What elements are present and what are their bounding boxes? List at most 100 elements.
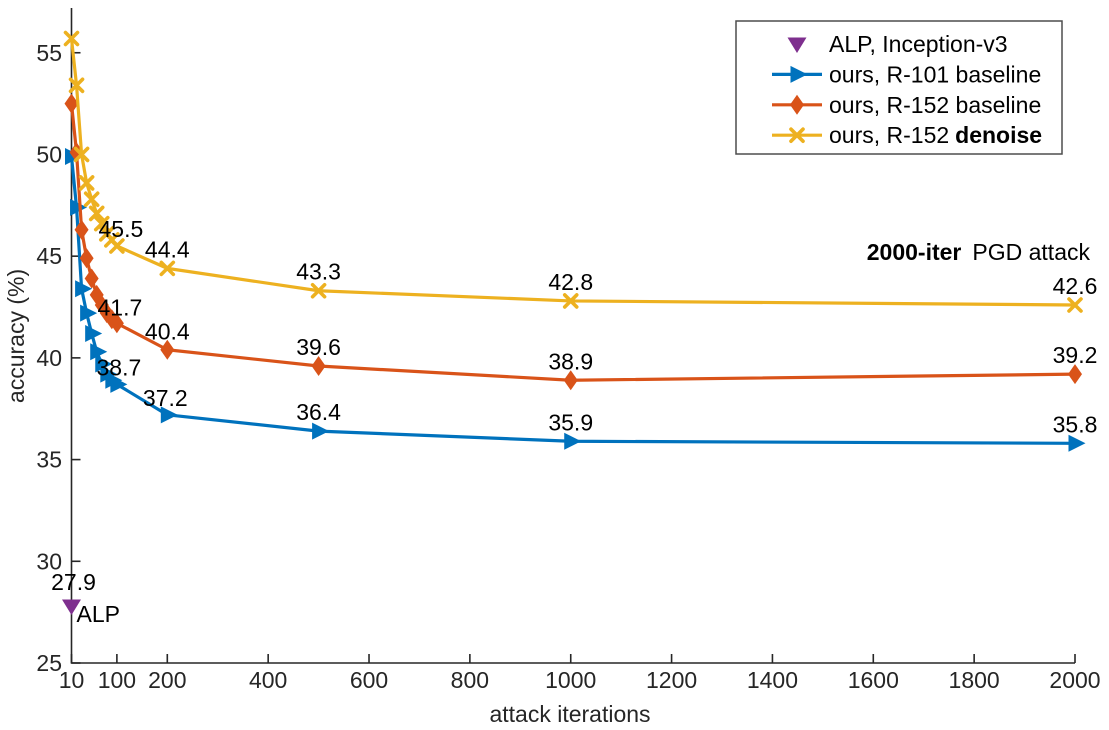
diamond-marker <box>311 356 326 377</box>
y-tick-label: 30 <box>36 548 62 574</box>
triangle-right-marker <box>1068 434 1086 452</box>
legend-label: ours, R-152 denoise <box>829 122 1042 148</box>
diamond-marker <box>64 93 79 114</box>
x-marker <box>159 260 176 277</box>
x-tick-label: 200 <box>148 667 186 693</box>
x-axis-label: attack iterations <box>489 701 650 727</box>
x-tick-label: 400 <box>249 667 287 693</box>
triangle-right-marker <box>80 304 98 322</box>
data-point-label: 37.2 <box>143 385 188 411</box>
legend-entry-r101-baseline: ours, R-101 baseline <box>772 61 1041 87</box>
series-annotation: ALP <box>77 601 120 627</box>
legend: ALP, Inception-v3 ours, R-101 baseline our… <box>735 20 1063 155</box>
data-point-label: 45.5 <box>99 216 144 242</box>
x-marker <box>93 215 110 232</box>
x-marker <box>78 175 95 191</box>
x-tick-label: 1600 <box>848 667 899 693</box>
series-r101-baseline <box>65 147 1086 452</box>
triangle-down-marker <box>787 37 807 53</box>
triangle-right-marker <box>75 280 93 298</box>
legend-entry-alp-inception-v3: ALP, Inception-v3 <box>787 31 1008 57</box>
x-marker <box>73 146 90 163</box>
legend-label: ours, R-152 baseline <box>829 92 1041 118</box>
triangle-right-marker <box>564 432 582 450</box>
legend-label-part: ours, R-152 baseline <box>829 92 1041 118</box>
diamond-marker <box>74 219 89 240</box>
y-tick-label: 35 <box>36 447 62 473</box>
x-marker <box>562 293 579 309</box>
x-tick-label: 1400 <box>747 667 798 693</box>
data-point-label: 35.8 <box>1053 411 1098 437</box>
data-point-label: 38.7 <box>97 354 142 380</box>
data-point-label: 42.8 <box>548 269 593 295</box>
pgd-attack-annotation: 2000-iter PGD attack <box>867 239 1091 265</box>
diamond-marker <box>84 268 99 289</box>
diamond-marker <box>79 248 94 269</box>
x-tick-label: 1800 <box>949 667 1000 693</box>
data-point-label: 38.9 <box>548 348 593 374</box>
legend-label: ALP, Inception-v3 <box>829 31 1008 57</box>
diamond-marker <box>790 94 804 115</box>
x-marker <box>310 282 327 299</box>
triangle-right-marker <box>312 422 330 440</box>
legend-label: ours, R-101 baseline <box>829 61 1041 87</box>
legend-label-part: ours, R-101 baseline <box>829 61 1041 87</box>
data-point-label: 39.2 <box>1053 342 1098 368</box>
series-r152-denoise <box>63 30 1083 313</box>
annotation-bold-part: 2000-iter <box>867 239 962 265</box>
triangle-right-marker <box>85 324 103 342</box>
y-tick-label: 25 <box>36 650 62 676</box>
legend-entry-r152-denoise: ours, R-152 denoise <box>772 122 1042 148</box>
data-point-label: 36.4 <box>296 399 341 425</box>
x-marker <box>63 30 80 47</box>
triangle-right-marker <box>95 355 113 373</box>
x-marker <box>88 205 105 222</box>
y-tick-label: 50 <box>36 141 62 167</box>
triangle-right-marker <box>110 375 128 393</box>
data-point-label: 42.6 <box>1053 273 1098 299</box>
annotation-regular-part: PGD attack <box>972 239 1090 265</box>
x-tick-label: 600 <box>350 667 388 693</box>
legend-label-part: ALP, Inception-v3 <box>829 31 1008 57</box>
legend-label-part: ours, R-152 <box>829 122 949 148</box>
data-point-label: 27.9 <box>51 569 96 595</box>
triangle-down-marker <box>62 599 81 616</box>
x-tick-label: 100 <box>98 667 136 693</box>
data-point-label: 39.6 <box>296 334 341 360</box>
series-r152-baseline <box>64 93 1082 391</box>
y-tick-label: 45 <box>36 243 62 269</box>
triangle-right-marker <box>790 65 808 83</box>
data-point-label: 44.4 <box>145 236 190 262</box>
y-tick-label: 55 <box>36 40 62 66</box>
legend-label-part: denoise <box>955 122 1042 148</box>
data-point-label: 40.4 <box>145 319 190 345</box>
y-tick-label: 40 <box>36 345 62 371</box>
point-labels: 27.9 ALP 38.737.2 36.4 35.9 35.8 41.740.4 39.6 3… <box>51 216 1097 627</box>
series-lines <box>62 30 1086 616</box>
axes: 10 100 200 400 600 800 1000 1200 1400 1600 1800 200… <box>36 8 1101 693</box>
legend-box <box>735 20 1063 155</box>
x-tick-label: 10 <box>59 667 85 693</box>
x-tick-label: 1000 <box>545 667 596 693</box>
diamond-marker <box>109 313 124 334</box>
triangle-right-marker <box>90 343 108 361</box>
x-marker <box>109 238 125 254</box>
triangle-right-marker <box>160 406 178 424</box>
x-tick-label: 800 <box>451 667 489 693</box>
x-marker <box>68 77 85 94</box>
diamond-marker <box>563 370 578 391</box>
y-axis-label: accuracy (%) <box>3 269 29 403</box>
x-marker <box>83 191 100 208</box>
data-point-label: 35.9 <box>548 409 593 435</box>
data-point-label: 43.3 <box>296 259 341 285</box>
x-marker <box>789 127 805 143</box>
x-tick-label: 2000 <box>1049 667 1100 693</box>
diamond-marker <box>160 339 175 360</box>
x-marker <box>1067 297 1083 313</box>
series-alp-inception-v3 <box>62 599 81 616</box>
series-line <box>69 38 1076 307</box>
x-tick-label: 1200 <box>646 667 697 693</box>
data-point-label: 41.7 <box>98 294 143 320</box>
